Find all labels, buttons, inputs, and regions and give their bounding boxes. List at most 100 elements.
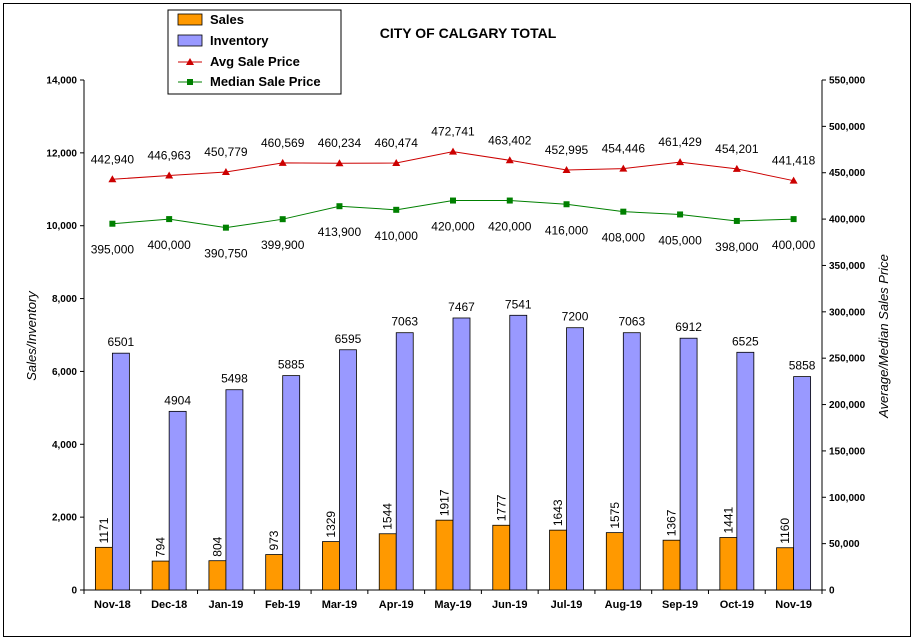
sales-value-label: 1329 — [324, 511, 338, 538]
inventory-bar — [225, 389, 244, 591]
median-price-label: 400,000 — [147, 238, 191, 252]
y-tick-label: 12,000 — [46, 148, 77, 159]
avg-price-point — [789, 176, 798, 184]
legend: Sales Inventory Avg Sale Price Median Sa… — [167, 9, 342, 95]
category-label: May-19 — [434, 599, 471, 611]
data-labels: 1171 6501 794 4904 804 5498 973 5885 1329 6595 154… — [91, 125, 816, 557]
median-price-label: 413,900 — [318, 225, 362, 239]
sales-value-label: 1777 — [494, 494, 508, 521]
inventory-value-label: 5858 — [789, 359, 816, 373]
y2-tick-label: 400,000 — [829, 215, 866, 226]
avg-price-label: 472,741 — [431, 125, 475, 139]
inventory-bar — [452, 317, 471, 591]
avg-price-label: 442,940 — [91, 152, 135, 166]
avg-price-point — [392, 159, 401, 167]
avg-price-label: 454,201 — [715, 142, 759, 156]
sales-value-label: 1575 — [608, 502, 622, 529]
y-tick-label: 14,000 — [46, 76, 77, 87]
sales-value-label: 1160 — [778, 518, 792, 544]
y-axis-title: Sales/Inventory — [24, 290, 39, 381]
legend-avg-marker — [186, 58, 194, 65]
sales-value-label: 1441 — [721, 506, 735, 533]
median-price-label: 420,000 — [488, 220, 532, 234]
median-price-label: 399,900 — [261, 238, 305, 252]
median-price-point — [563, 201, 570, 208]
avg-price-point — [335, 159, 344, 167]
avg-price-point — [108, 175, 117, 183]
inventory-bar — [736, 351, 755, 591]
avg-price-label: 460,474 — [375, 136, 419, 150]
legend-inventory-swatch — [177, 34, 203, 47]
sales-bar — [322, 541, 340, 591]
sales-bar — [435, 519, 454, 591]
inventory-bar — [622, 332, 641, 591]
y-tick-label: 10,000 — [46, 221, 77, 232]
median-price-label: 400,000 — [772, 238, 816, 252]
sales-value-label: 804 — [210, 536, 224, 556]
median-price-point — [450, 197, 456, 204]
y2-tick-label: 300,000 — [829, 307, 866, 318]
inventory-value-label: 7063 — [391, 315, 418, 329]
avg-price-point — [732, 164, 741, 172]
avg-price-point — [221, 168, 230, 176]
median-price-label: 416,000 — [545, 223, 589, 237]
category-label: Sep-19 — [662, 599, 698, 611]
legend-avg-label: Avg Sale Price — [210, 54, 300, 69]
avg-price-label: 446,963 — [147, 149, 191, 163]
y-axis-ticks: 0 2,000 4,000 6,000 8,000 10,000 12,000 14,000 — [46, 76, 84, 597]
avg-price-label: 441,418 — [772, 154, 816, 168]
legend-median-label: Median Sale Price — [210, 74, 321, 89]
sales-bar — [378, 533, 397, 591]
inventory-value-label: 6912 — [675, 320, 702, 334]
median-price-label: 420,000 — [431, 220, 475, 234]
y2-tick-label: 200,000 — [829, 400, 866, 411]
sales-value-label: 1367 — [665, 509, 679, 536]
avg-price-point — [562, 165, 571, 173]
inventory-value-label: 5498 — [221, 372, 248, 386]
median-price-point — [790, 216, 797, 223]
y2-tick-label: 450,000 — [829, 168, 866, 179]
inventory-value-label: 4904 — [164, 393, 191, 407]
avg-price-point — [449, 147, 457, 155]
inventory-bar — [793, 376, 812, 591]
avg-price-label: 460,569 — [261, 136, 305, 150]
inventory-value-label: 6501 — [108, 335, 135, 349]
sales-bar — [776, 547, 795, 591]
bars — [94, 314, 812, 591]
avg-price-point — [619, 164, 628, 172]
inventory-value-label: 6525 — [732, 334, 759, 348]
y-tick-label: 6,000 — [52, 367, 77, 378]
y2-tick-label: 100,000 — [829, 493, 866, 504]
avg-price-label: 460,234 — [318, 136, 362, 150]
sales-bar — [265, 554, 284, 591]
median-price-label: 398,000 — [715, 240, 759, 254]
y2-tick-label: 0 — [829, 586, 835, 597]
y2-tick-label: 150,000 — [829, 446, 866, 457]
y2-tick-label: 250,000 — [829, 354, 866, 365]
y-tick-label: 2,000 — [52, 513, 77, 524]
inventory-bar — [282, 375, 301, 591]
avg-price-point — [676, 158, 685, 166]
sales-bar — [151, 560, 170, 591]
sales-bar — [94, 546, 113, 591]
sales-value-label: 1643 — [551, 499, 565, 526]
inventory-value-label: 5885 — [278, 358, 305, 372]
category-label: Nov-19 — [775, 599, 812, 611]
avg-price-label: 463,402 — [488, 133, 532, 147]
sales-value-label: 1544 — [381, 503, 395, 530]
inventory-value-label: 7063 — [618, 315, 645, 329]
median-price-label: 395,000 — [91, 243, 135, 257]
category-label: Aug-19 — [605, 599, 642, 611]
y-tick-label: 8,000 — [52, 294, 77, 305]
category-labels: Nov-18 Dec-18 Jan-19 Feb-19 Mar-19 Apr-19 May-… — [94, 599, 812, 611]
inventory-bar — [395, 332, 414, 591]
inventory-bar — [679, 337, 698, 591]
y2-tick-label: 350,000 — [829, 261, 866, 272]
median-price-point — [620, 208, 627, 215]
category-label: Feb-19 — [265, 599, 300, 611]
category-label: Nov-18 — [94, 599, 131, 611]
y-tick-label: 0 — [71, 586, 77, 597]
sales-value-label: 1171 — [97, 517, 111, 543]
avg-price-point — [165, 171, 174, 179]
